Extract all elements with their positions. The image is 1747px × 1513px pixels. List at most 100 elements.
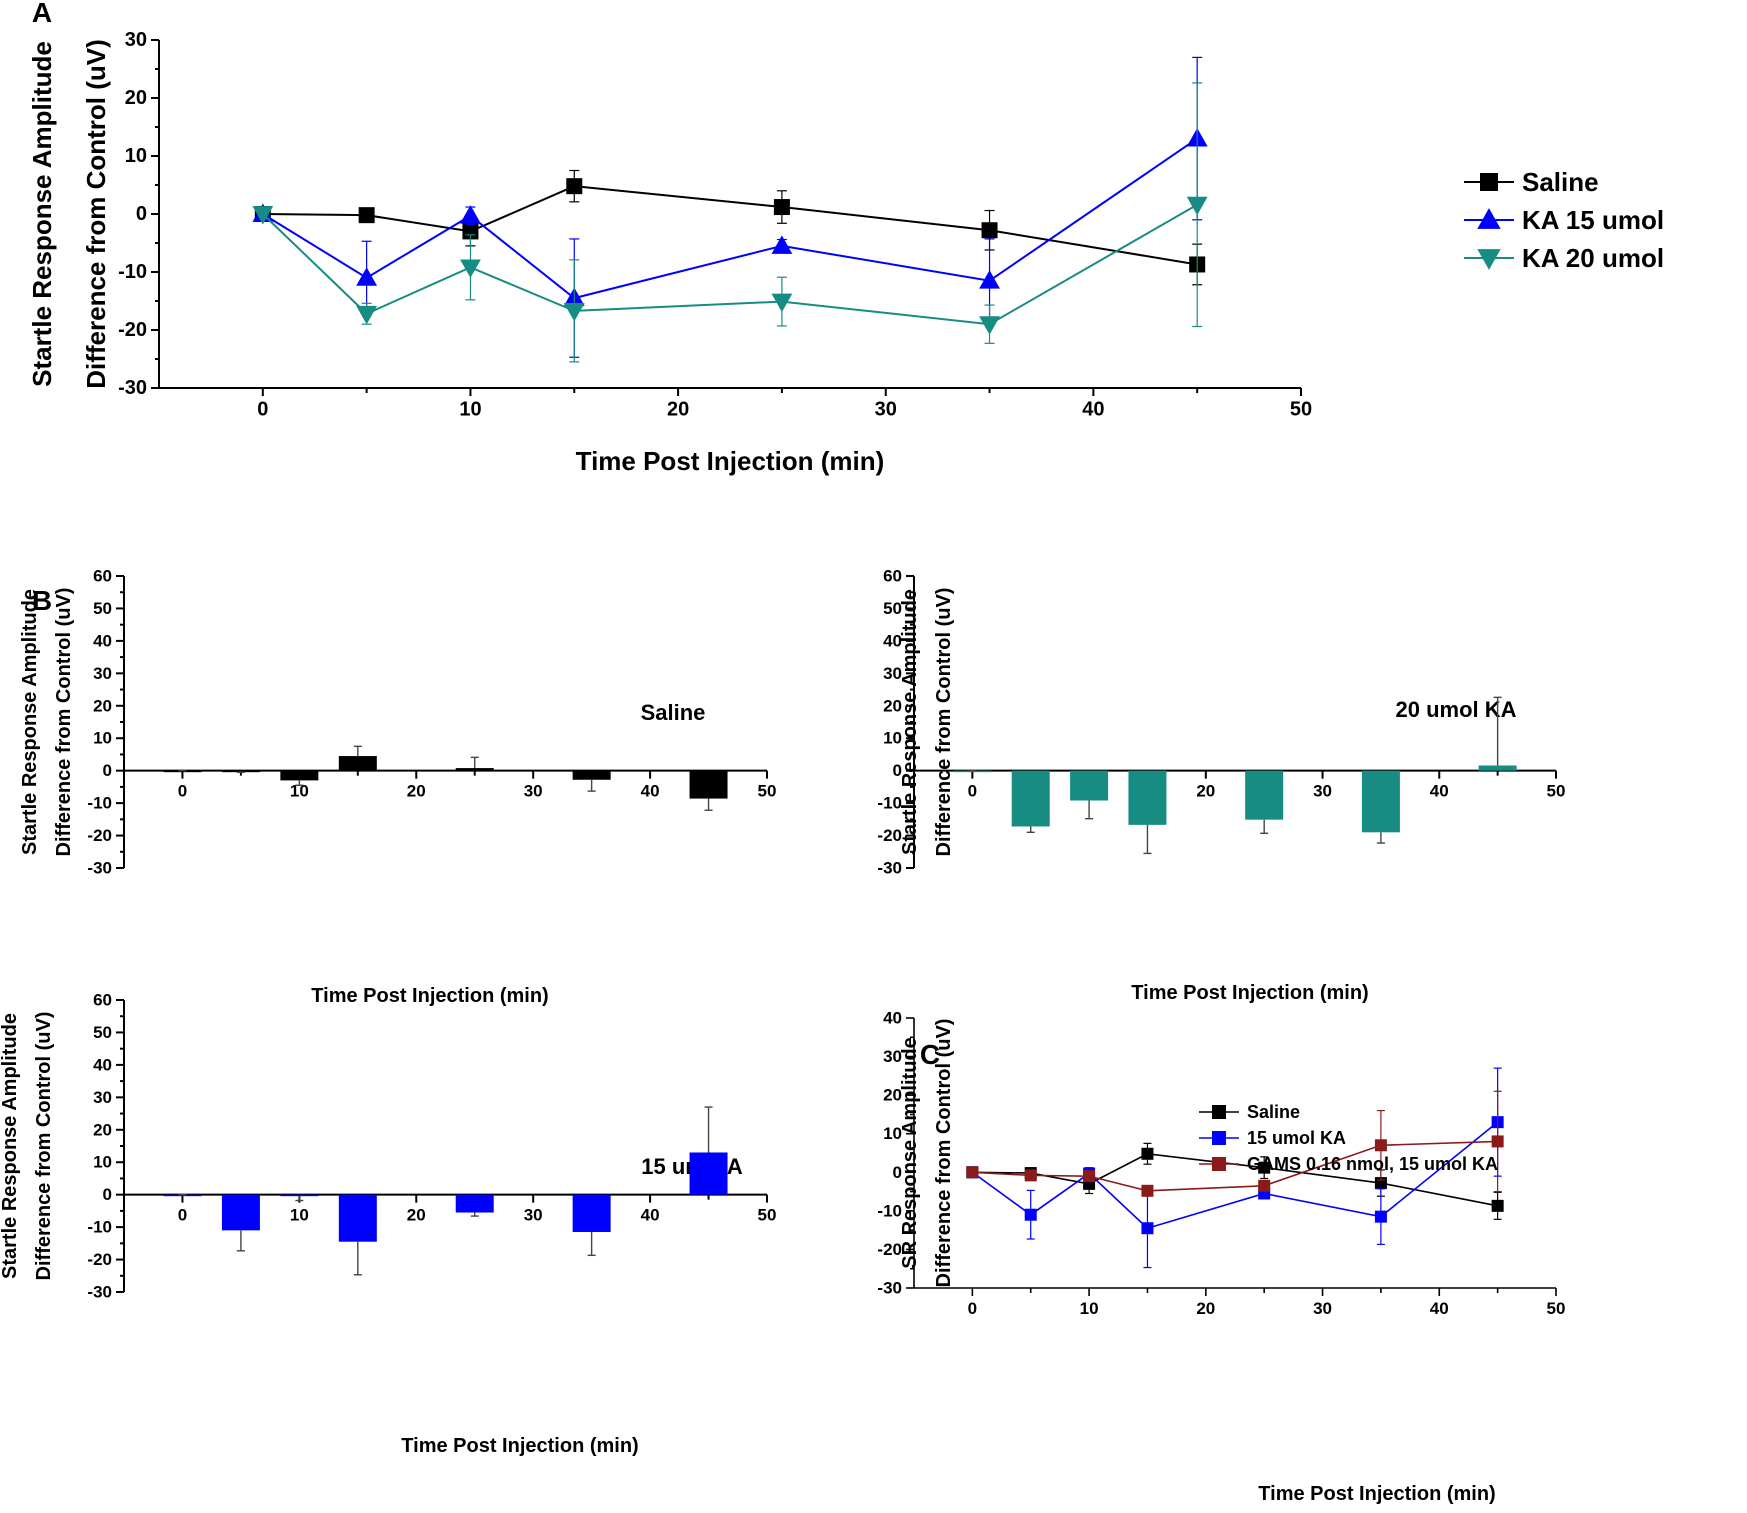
panel-label: A — [32, 0, 52, 28]
y-axis-label: Difference from Control (uV) — [33, 1012, 55, 1281]
y-tick-label: -20 — [87, 826, 112, 845]
y-tick-label: 60 — [883, 567, 902, 586]
data-point — [771, 293, 793, 313]
y-tick-label: 0 — [136, 203, 147, 225]
x-tick-label: 10 — [290, 1206, 309, 1225]
x-tick-label: 30 — [524, 782, 543, 801]
bar — [689, 1152, 728, 1195]
data-point — [1374, 1210, 1387, 1223]
y-tick-label: -30 — [118, 377, 147, 399]
data-point — [979, 316, 1000, 335]
y-tick-label: 20 — [125, 87, 147, 109]
y-tick-label: -10 — [87, 1218, 112, 1237]
y-tick-label: -30 — [877, 859, 902, 878]
legend-label: KA 20 umol — [1522, 243, 1664, 273]
x-tick-label: 0 — [178, 782, 187, 801]
panel-b-15um: -30 -20 -10 0 10 20 30 40 50 60 0 10 20 30 40 50 Time Po… — [0, 991, 776, 1458]
y-tick-label: 10 — [883, 1124, 902, 1143]
x-tick-label: 30 — [875, 399, 897, 421]
y-tick-label: 20 — [883, 1086, 902, 1105]
y-axis-label: Difference from Control (uV) — [53, 588, 75, 857]
y-tick-label: 30 — [93, 1088, 112, 1107]
bar — [1070, 770, 1109, 801]
x-tick-label: 30 — [524, 1206, 543, 1225]
x-tick-label: 0 — [257, 399, 268, 421]
bar — [338, 756, 377, 771]
data-point — [356, 305, 378, 325]
y-tick-label: 60 — [93, 567, 112, 586]
y-tick-label: 30 — [883, 1047, 902, 1066]
x-tick-label: 30 — [1313, 782, 1332, 801]
data-point — [356, 267, 378, 286]
bar — [163, 770, 202, 773]
y-axis-label: SR Response Amplitude — [899, 1037, 921, 1269]
x-tick-label: 50 — [758, 1206, 777, 1225]
y-tick-label: -30 — [87, 859, 112, 878]
y-tick-label: 50 — [883, 599, 902, 618]
y-tick-label: 50 — [93, 599, 112, 618]
panel-label: B — [32, 585, 52, 616]
data-point — [1024, 1208, 1037, 1221]
y-tick-label: 20 — [883, 696, 902, 715]
y-tick-label: 10 — [883, 729, 902, 748]
y-tick-label: 0 — [893, 1163, 902, 1182]
x-tick-label: 30 — [1313, 1299, 1332, 1318]
bar — [455, 1194, 494, 1213]
x-axis-label: Time Post Injection (min) — [1258, 1483, 1495, 1505]
y-tick-label: 40 — [883, 1009, 902, 1028]
y-tick-label: 0 — [103, 1185, 112, 1204]
data-point — [1083, 1170, 1096, 1183]
x-tick-label: 40 — [1430, 782, 1449, 801]
bar — [1128, 770, 1167, 825]
y-tick-label: 50 — [93, 1023, 112, 1042]
y-axis-label: Startle Response Amplitude — [27, 41, 57, 387]
bar — [455, 768, 494, 771]
y-tick-label: -10 — [877, 1201, 902, 1220]
y-tick-label: 10 — [93, 1153, 112, 1172]
x-tick-label: 20 — [407, 1206, 426, 1225]
panel-b-saline: -30 -20 -10 0 10 20 30 40 50 60 0 10 20 30 40 50 Time Po… — [19, 567, 776, 1008]
data-point — [773, 199, 790, 216]
legend-label: Saline — [1247, 1102, 1300, 1122]
legend-label: GAMS 0.16 nmol, 15 umol KA — [1247, 1154, 1498, 1174]
x-tick-label: 40 — [641, 1206, 660, 1225]
bar — [280, 1194, 319, 1197]
series-line — [262, 137, 1198, 300]
y-tick-label: 30 — [125, 29, 147, 51]
data-point — [1258, 1179, 1271, 1192]
y-tick-label: -30 — [877, 1279, 902, 1298]
y-tick-label: 20 — [93, 1120, 112, 1139]
y-tick-label: -20 — [877, 826, 902, 845]
x-tick-label: 50 — [1547, 782, 1566, 801]
x-tick-label: 10 — [459, 399, 481, 421]
x-tick-label: 50 — [1547, 1299, 1566, 1318]
legend-label: Saline — [1522, 167, 1599, 197]
legend-marker — [1212, 1131, 1226, 1145]
y-tick-label: 40 — [93, 631, 112, 650]
y-tick-label: 60 — [93, 991, 112, 1010]
chart-title: 20 umol KA — [1395, 697, 1516, 722]
x-tick-label: 0 — [178, 1206, 187, 1225]
legend-marker — [1212, 1105, 1226, 1119]
data-point — [566, 178, 583, 195]
y-tick-label: 20 — [93, 696, 112, 715]
y-tick-label: 30 — [883, 664, 902, 683]
series-line — [262, 203, 1198, 326]
y-tick-label: -20 — [87, 1250, 112, 1269]
x-tick-label: 40 — [1082, 399, 1104, 421]
x-axis-label: Time Post Injection (min) — [311, 985, 548, 1007]
y-tick-label: -10 — [118, 261, 147, 283]
data-point — [358, 207, 375, 224]
y-axis-label: Difference from Control (uV) — [933, 1019, 955, 1288]
x-tick-label: 20 — [667, 399, 689, 421]
data-point — [1141, 1147, 1154, 1160]
y-tick-label: 40 — [93, 1055, 112, 1074]
x-tick-label: 10 — [290, 782, 309, 801]
data-point — [1258, 1161, 1271, 1174]
legend-marker — [1480, 173, 1498, 191]
data-point — [1491, 1135, 1504, 1148]
y-tick-label: 0 — [893, 761, 902, 780]
panel-c: -30 -20 -10 0 10 20 30 40 0 10 20 30 40 50 Time Post I… — [877, 1009, 1565, 1506]
